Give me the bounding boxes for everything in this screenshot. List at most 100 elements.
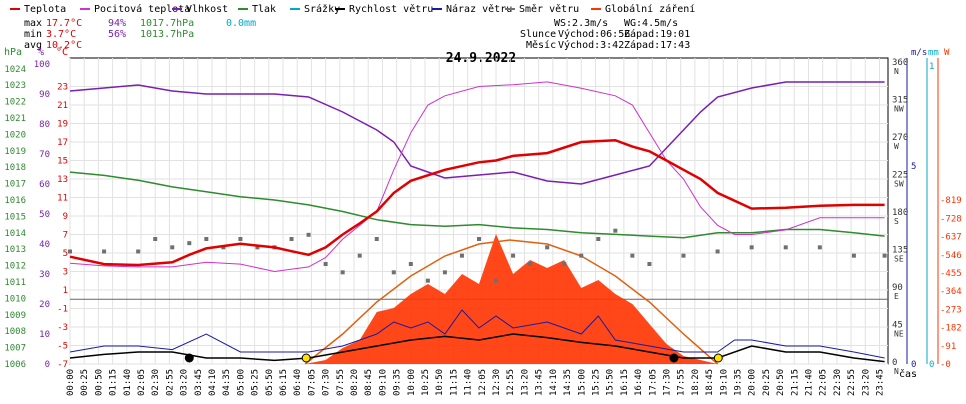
x-tick-label: 05:50 xyxy=(265,369,275,396)
x-tick-label: 14:10 xyxy=(549,369,559,396)
press-tick: 1015 xyxy=(4,212,26,222)
moon-set: Západ:17:43 xyxy=(624,39,690,51)
hum-tick: 90 xyxy=(39,90,50,100)
dir-tick: 225 xyxy=(892,171,908,181)
wind-dir-point xyxy=(459,253,464,258)
press-tick: 1016 xyxy=(4,196,26,206)
rad-tick: -546 xyxy=(940,251,962,261)
moon-rise: Východ:3:42 xyxy=(558,39,624,51)
series-feels-like xyxy=(69,81,885,273)
press-tick: 1010 xyxy=(4,294,26,304)
dir-label: NW xyxy=(894,105,904,114)
x-tick-label: 23:20 xyxy=(861,369,871,396)
x-tick-label: 02:30 xyxy=(151,369,161,396)
x-tick-label: 10:00 xyxy=(407,369,417,396)
legend-label-1: Pocitová teplota xyxy=(94,3,190,15)
x-tick-label: 20:50 xyxy=(776,369,786,396)
x-tick-label: 16:40 xyxy=(634,369,644,396)
press-tick: 1013 xyxy=(4,245,26,255)
temp-tick: -7 xyxy=(57,360,68,370)
series-temperature xyxy=(69,138,885,267)
x-tick-label: 17:05 xyxy=(648,369,658,396)
x-tick-label: 12:55 xyxy=(506,369,516,396)
press-tick: 1006 xyxy=(4,360,26,370)
legend-label-8: Globální záření xyxy=(605,3,695,15)
x-tick-label: 04:35 xyxy=(222,369,232,396)
temp-tick: -3 xyxy=(57,323,68,333)
wind-dir-point xyxy=(647,262,652,266)
x-tick-label: 18:45 xyxy=(705,369,715,396)
x-tick-label: 15:50 xyxy=(606,369,616,396)
speed-tick: 0 xyxy=(911,360,916,370)
press-tick: 1019 xyxy=(4,147,26,157)
dir-label: NE xyxy=(894,330,904,339)
rad-tick: -0 xyxy=(940,360,951,370)
series-pressure xyxy=(69,171,885,239)
wind-dir-point xyxy=(630,253,635,258)
x-tick-label: 00:25 xyxy=(80,369,90,396)
stat-max-label: max xyxy=(24,18,42,29)
moon-set-marker xyxy=(669,353,679,363)
dir-label: N xyxy=(894,367,899,376)
x-tick-label: 02:05 xyxy=(137,369,147,396)
x-tick-label: 10:50 xyxy=(435,369,445,396)
rad-tick: -273 xyxy=(940,305,962,315)
press-tick: 1021 xyxy=(4,114,26,124)
temp-tick: 13 xyxy=(57,175,68,185)
stat-min-press: 1013.7hPa xyxy=(140,29,194,40)
x-tick-label: 12:30 xyxy=(492,369,502,396)
wind-dir-point xyxy=(238,237,243,241)
legend-label-5: Rychlost větru xyxy=(349,3,433,15)
hum-tick: 30 xyxy=(39,270,50,280)
temp-tick: 19 xyxy=(57,120,68,130)
rain-unit: mm xyxy=(928,48,939,58)
sun-moon-block: WS:2.3m/s WG:4.5m/s Slunce Východ:06:56 … xyxy=(520,18,690,51)
dir-tick: 90 xyxy=(892,283,903,293)
wind-dir-point xyxy=(391,270,396,275)
x-axis-label: čas xyxy=(899,368,917,380)
x-tick-label: 05:00 xyxy=(236,369,246,396)
x-tick-label: 22:30 xyxy=(833,369,843,396)
speed-unit: m/s xyxy=(911,48,927,58)
wind-dir-point xyxy=(494,278,499,283)
wind-dir-point xyxy=(170,245,175,250)
legend-label-0: Teplota xyxy=(24,4,66,15)
hum-tick: 40 xyxy=(39,240,50,250)
rad-tick: -819 xyxy=(940,196,962,206)
wind-dir-point xyxy=(562,262,567,266)
series-theoretical-radiation xyxy=(304,239,719,365)
x-tick-label: 21:40 xyxy=(804,369,814,396)
temp-tick: 23 xyxy=(57,83,68,93)
press-tick: 1017 xyxy=(4,180,26,190)
temp-tick: 15 xyxy=(57,157,68,167)
x-tick-label: 17:55 xyxy=(677,369,687,396)
wind-dir-point xyxy=(306,232,311,237)
x-tick-label: 16:15 xyxy=(620,369,630,396)
x-tick-label: 22:05 xyxy=(819,369,829,396)
x-tick-label: 11:40 xyxy=(464,369,474,396)
temp-tick: 1 xyxy=(63,286,68,296)
temp-tick: -1 xyxy=(57,305,68,315)
x-tick-label: 20:25 xyxy=(762,369,772,396)
moon-label: Měsíc xyxy=(526,39,556,51)
temp-tick: -5 xyxy=(57,342,68,352)
sun-label: Slunce xyxy=(520,29,556,40)
rain-tick: 1 xyxy=(929,62,934,72)
press-tick: 1023 xyxy=(4,81,26,91)
legend-label-2: Vlhkost xyxy=(186,4,228,15)
dir-tick: 180 xyxy=(892,208,908,218)
press-tick: 1007 xyxy=(4,344,26,354)
wind-dir-point xyxy=(187,241,192,246)
moon-rise-marker xyxy=(184,353,194,363)
hum-tick: 70 xyxy=(39,150,50,160)
x-tick-label: 01:40 xyxy=(123,369,133,396)
x-tick-label: 18:20 xyxy=(691,369,701,396)
press-unit: hPa xyxy=(4,47,22,58)
x-tick-label: 21:15 xyxy=(790,369,800,396)
wind-dir-point xyxy=(323,262,328,266)
temp-tick: 3 xyxy=(63,268,68,278)
x-tick-label: 09:35 xyxy=(393,369,403,396)
